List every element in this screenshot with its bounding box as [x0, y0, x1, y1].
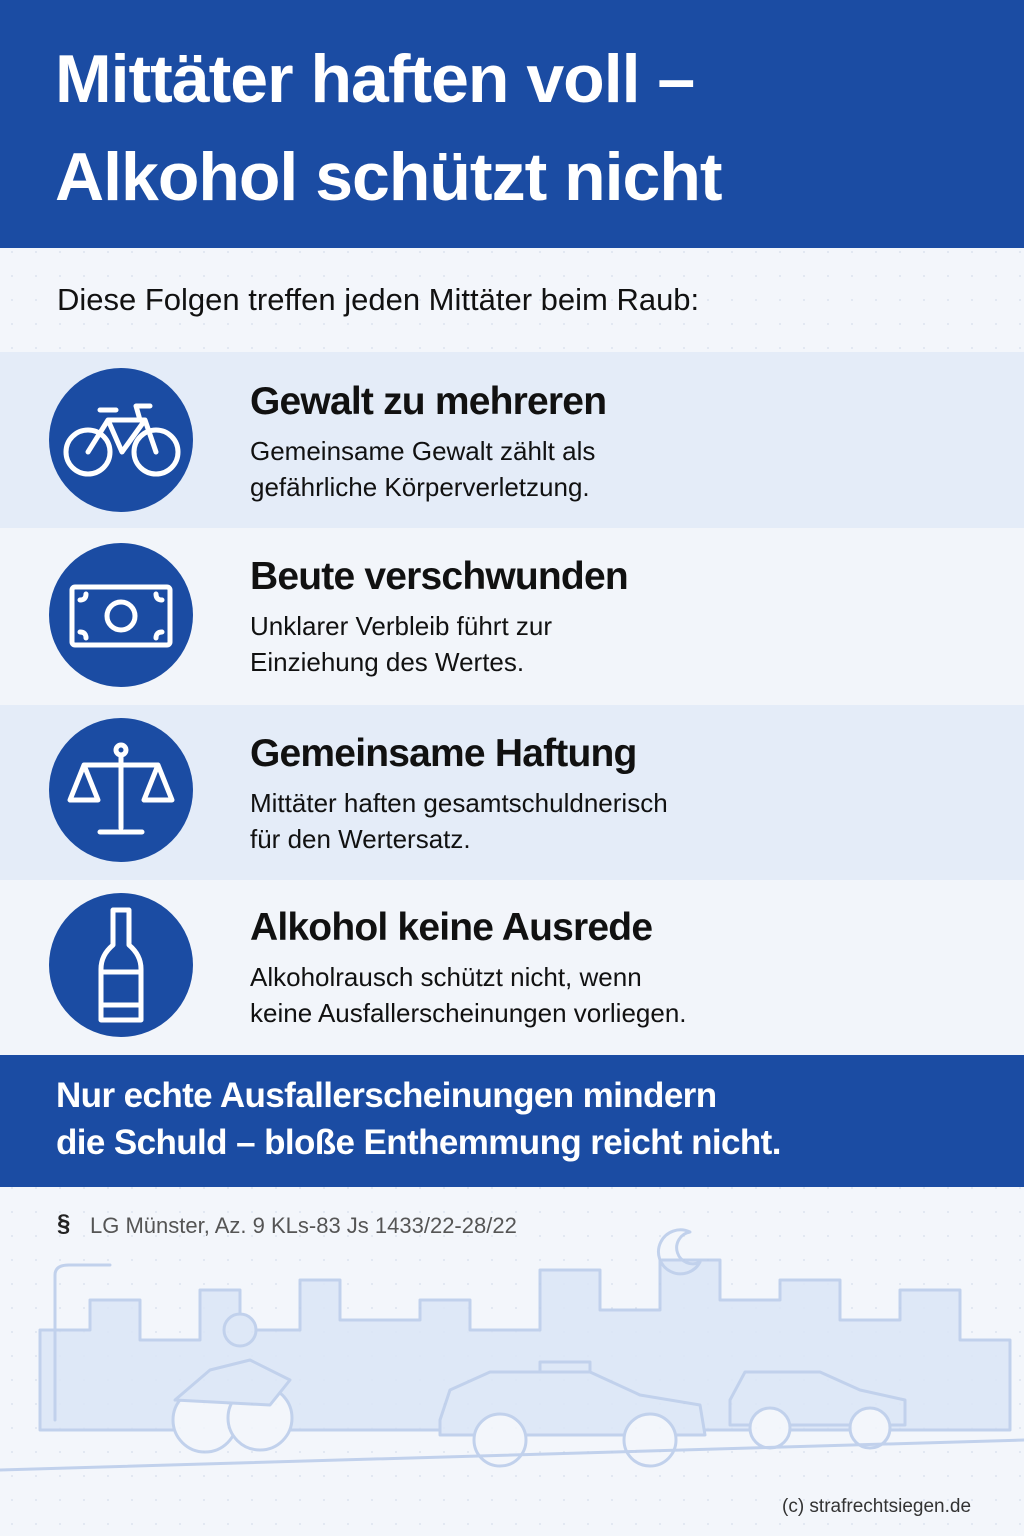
item-title: Gemeinsame Haftung — [250, 732, 637, 775]
intro-text: Diese Folgen treffen jeden Mittäter beim… — [57, 282, 700, 317]
section-symbol: § — [57, 1210, 71, 1237]
icon-bottle — [49, 893, 193, 1037]
credit: (c) strafrechtsiegen.de — [782, 1496, 972, 1517]
item-description: Einziehung des Wertes. — [250, 647, 525, 677]
header-band — [0, 0, 1024, 248]
item-title: Beute verschwunden — [250, 555, 629, 598]
callout-band — [0, 1055, 1024, 1187]
item-description: Unklarer Verbleib führt zur — [250, 611, 553, 641]
callout-line: die Schuld – bloße Enthemmung reicht nic… — [56, 1123, 781, 1162]
icon-money — [49, 543, 193, 687]
item-description: keine Ausfallerscheinungen vorliegen. — [250, 998, 687, 1028]
callout-line: Nur echte Ausfallerscheinungen mindern — [56, 1076, 717, 1115]
item-description: Mittäter haften gesamtschuldnerisch — [250, 788, 668, 818]
icon-bike — [49, 368, 193, 512]
item-title: Gewalt zu mehreren — [250, 380, 607, 423]
source-text: LG Münster, Az. 9 KLs-83 Js 1433/22-28/2… — [90, 1213, 517, 1238]
background-illustration — [0, 1228, 1024, 1472]
item-description: Gemeinsame Gewalt zählt als — [250, 436, 596, 466]
item-description: gefährliche Körperverletzung. — [250, 472, 590, 502]
item-description: für den Wertersatz. — [250, 824, 471, 854]
title-line: Mittäter haften voll – — [55, 41, 695, 117]
item-title: Alkohol keine Ausrede — [250, 906, 653, 949]
title-line: Alkohol schützt nicht — [55, 139, 723, 215]
item-description: Alkoholrausch schützt nicht, wenn — [250, 962, 642, 992]
icon-scales — [49, 718, 193, 862]
